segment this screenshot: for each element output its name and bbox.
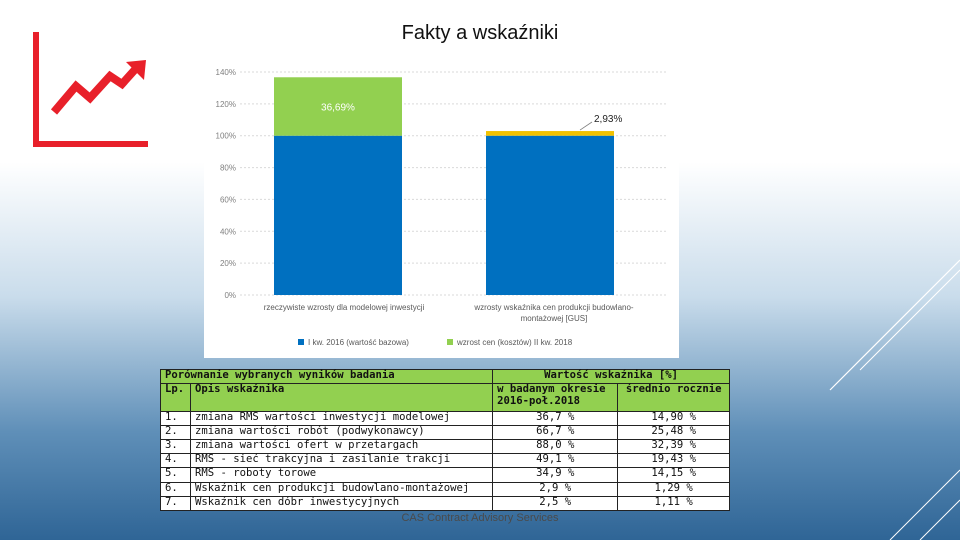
row-description: RMS - sieć trakcyjna i zasilanie trakcji bbox=[189, 453, 494, 469]
row-annual-value: 14,15 % bbox=[617, 467, 730, 483]
data-label: 2,93% bbox=[594, 114, 622, 125]
y-tick-label: 40% bbox=[220, 227, 236, 236]
table-title: Porównanie wybranych wyników badania bbox=[159, 368, 494, 384]
row-description: zmiana wartości robót (podwykonawcy) bbox=[189, 424, 494, 440]
row-period-value: 2,9 % bbox=[492, 481, 619, 497]
trend-up-logo-icon bbox=[33, 32, 148, 147]
row-period-value: 49,1 % bbox=[492, 453, 619, 469]
description-header: Opis wskaźnika bbox=[189, 383, 494, 412]
table-row: 1. zmiana RMS wartości inwestycji modelow… bbox=[160, 410, 730, 426]
legend-label: I kw. 2016 (wartość bazowa) bbox=[308, 338, 409, 347]
table-row: 5. RMS - roboty torowe 34,9 % 14,15 % bbox=[160, 467, 730, 483]
data-label: 36,69% bbox=[321, 102, 355, 113]
row-period-value: 34,9 % bbox=[492, 467, 619, 483]
table-row: 2. zmiana wartości robót (podwykonawcy) 66… bbox=[160, 424, 730, 440]
row-annual-value: 32,39 % bbox=[617, 438, 730, 455]
value-group-header: Wartość wskaźnika [%] bbox=[492, 368, 730, 385]
chart-canvas: 0% 20% 40% 60% 80% 100% 120% 140% 36,69% 2,93% rze… bbox=[216, 68, 666, 347]
row-lp: 4. bbox=[160, 453, 191, 469]
table-row: 4. RMS - sieć trakcyjna i zasilanie trakc… bbox=[160, 453, 730, 469]
table-row: 6. Wskaźnik cen produkcji budowlano-monta… bbox=[160, 481, 730, 497]
row-lp: 5. bbox=[160, 467, 191, 483]
y-tick-label: 80% bbox=[220, 164, 236, 173]
row-lp: 6. bbox=[160, 481, 191, 497]
footer-text: CAS Contract Advisory Services bbox=[401, 512, 559, 524]
row-description: zmiana RMS wartości inwestycji modelowej bbox=[189, 410, 494, 426]
row-description: Wskaźnik cen produkcji budowlano-montażo… bbox=[189, 481, 494, 497]
annual-header: średnio rocznie bbox=[617, 383, 730, 412]
table-row: 7. Wskaźnik cen dóbr inwestycyjnych 2,5 % 1… bbox=[160, 495, 730, 512]
results-table: Porównanie wybranych wyników badania War… bbox=[159, 368, 730, 512]
row-period-value: 88,0 % bbox=[492, 438, 619, 455]
x-category-label: wzrosty wskaźnika cen produkcji budowlan… bbox=[473, 303, 634, 323]
decorative-lines bbox=[829, 259, 960, 540]
legend-swatch bbox=[447, 339, 453, 345]
row-period-value: 2,5 % bbox=[492, 495, 619, 512]
y-tick-label: 100% bbox=[216, 132, 236, 141]
row-annual-value: 14,90 % bbox=[617, 410, 730, 426]
slide-title: Fakty a wskaźniki bbox=[401, 22, 559, 44]
row-lp: 7. bbox=[160, 495, 191, 512]
period-header: w badanym okresie 2016-poł.2018 bbox=[492, 383, 619, 412]
row-lp: 1. bbox=[160, 410, 191, 426]
table-row: 3. zmiana wartości ofert w przetargach 88,… bbox=[160, 438, 730, 455]
row-annual-value: 1,11 % bbox=[617, 495, 730, 512]
row-description: RMS - roboty torowe bbox=[189, 467, 494, 483]
data-label-leader bbox=[579, 121, 593, 131]
bar-base bbox=[486, 135, 614, 295]
row-description: zmiana wartości ofert w przetargach bbox=[189, 438, 494, 455]
y-tick-label: 60% bbox=[220, 195, 236, 204]
row-lp: 3. bbox=[160, 438, 191, 455]
bar-increase bbox=[486, 131, 614, 136]
x-category-label: rzeczywiste wzrosty dla modelowej inwest… bbox=[264, 303, 425, 312]
bar-increase bbox=[274, 77, 402, 136]
row-lp: 2. bbox=[160, 424, 191, 440]
y-tick-label: 0% bbox=[224, 291, 236, 300]
bar-base bbox=[274, 135, 402, 295]
row-period-value: 36,7 % bbox=[492, 410, 619, 426]
y-tick-label: 20% bbox=[220, 259, 236, 268]
period-header-label: w badanym okresie bbox=[497, 383, 606, 396]
lp-header: Lp. bbox=[160, 383, 191, 412]
y-tick-label: 120% bbox=[216, 100, 236, 109]
legend-label: wzrost cen (kosztów) II kw. 2018 bbox=[456, 338, 573, 347]
row-annual-value: 25,48 % bbox=[617, 424, 730, 440]
legend-swatch bbox=[298, 339, 304, 345]
row-description: Wskaźnik cen dóbr inwestycyjnych bbox=[189, 495, 494, 512]
row-period-value: 66,7 % bbox=[492, 424, 619, 440]
y-tick-label: 140% bbox=[216, 68, 236, 77]
row-annual-value: 1,29 % bbox=[617, 481, 730, 497]
period-header-sub: 2016-poł.2018 bbox=[497, 394, 581, 407]
bar-chart: 0% 20% 40% 60% 80% 100% 120% 140% 36,69% 2,93% rze… bbox=[204, 60, 679, 358]
row-annual-value: 19,43 % bbox=[617, 453, 730, 469]
